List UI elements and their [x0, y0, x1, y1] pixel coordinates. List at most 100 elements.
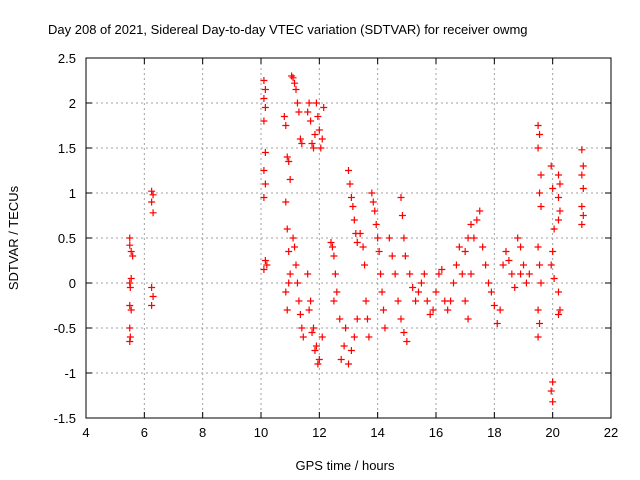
data-point-marker [458, 270, 466, 278]
data-point-marker [397, 315, 405, 323]
data-point-marker [556, 306, 564, 314]
x-tick-label: 8 [199, 425, 206, 440]
data-point-marker [461, 248, 469, 255]
data-point-marker [261, 86, 269, 93]
data-point-marker [555, 194, 562, 201]
data-point-marker [304, 270, 312, 278]
data-point-marker [537, 279, 545, 287]
data-point-marker [473, 216, 481, 224]
data-point-marker [305, 306, 313, 314]
data-point-marker [296, 311, 304, 318]
data-point-marker [261, 180, 269, 188]
data-point-marker [400, 234, 408, 242]
data-point-marker [353, 239, 361, 246]
data-point-marker [467, 221, 475, 228]
data-point-marker [280, 113, 288, 120]
data-point-marker [347, 194, 355, 201]
data-point-marker [476, 207, 484, 215]
data-point-marker [409, 284, 417, 291]
data-point-marker [534, 243, 542, 251]
data-point-marker [406, 270, 414, 278]
data-point-marker [361, 261, 369, 269]
data-point-marker [549, 248, 557, 255]
data-point-marker [330, 297, 338, 305]
data-point-marker [299, 333, 307, 341]
data-point-marker [305, 99, 313, 107]
data-point-marker [340, 342, 348, 350]
x-tick-label: 4 [82, 425, 89, 440]
data-point-marker [470, 234, 478, 242]
data-point-marker [534, 306, 542, 314]
data-point-marker [579, 185, 587, 192]
data-point-marker [315, 126, 323, 134]
data-point-marker [260, 95, 268, 102]
data-point-marker [283, 153, 291, 161]
data-point-marker [578, 203, 586, 210]
data-point-marker [511, 284, 519, 291]
data-point-marker [260, 77, 268, 84]
data-point-marker [556, 180, 564, 188]
data-point-marker [534, 122, 542, 129]
data-point-marker [320, 104, 328, 111]
data-point-marker [295, 108, 303, 116]
data-point-marker [549, 185, 557, 192]
data-point-marker [412, 297, 420, 305]
data-point-marker [381, 324, 389, 332]
x-axis-label: GPS time / hours [296, 458, 395, 473]
data-point-marker [291, 243, 299, 251]
data-point-marker [525, 270, 533, 278]
data-point-marker [353, 315, 361, 323]
data-point-marker [260, 117, 268, 125]
data-point-marker [283, 306, 291, 314]
data-point-marker [314, 360, 322, 368]
data-point-marker [261, 104, 269, 111]
data-point-marker [356, 230, 364, 237]
data-point-marker [547, 162, 555, 170]
axes: 4 6 8 10 12 14 16 18 20 22 -1.5 -1 -0.5 0 0.5 1 1.5 2 2.5 [54, 51, 619, 440]
data-point-marker [536, 261, 544, 269]
data-point-marker [296, 135, 304, 143]
data-point-marker [350, 333, 358, 341]
x-tick-label: 6 [141, 425, 148, 440]
data-point-marker [482, 261, 490, 269]
data-point-marker [285, 158, 293, 165]
data-point-marker [502, 248, 510, 255]
data-point-marker [400, 329, 408, 336]
data-point-marker [345, 360, 352, 368]
data-point-marker [536, 189, 544, 197]
data-point-marker [447, 297, 455, 305]
data-point-marker [496, 306, 504, 314]
data-point-marker [291, 79, 299, 87]
data-point-marker [372, 221, 380, 228]
data-point-marker [388, 252, 396, 260]
data-point-marker [330, 252, 338, 260]
data-point-marker [149, 209, 157, 217]
data-point-marker [286, 270, 294, 278]
data-point-marker [536, 320, 544, 327]
data-point-marker [429, 306, 437, 314]
data-point-marker [534, 333, 542, 341]
data-point-marker [555, 216, 562, 224]
data-point-marker [555, 288, 562, 296]
data-point-marker [337, 356, 345, 363]
data-point-marker [336, 315, 344, 323]
data-point-marker [304, 108, 312, 116]
data-point-marker [342, 324, 350, 332]
data-point-marker [261, 257, 269, 264]
data-point-marker [126, 324, 134, 332]
data-point-marker [317, 144, 325, 152]
data-point-marker [487, 288, 495, 296]
data-point-marker [375, 248, 383, 255]
data-point-marker [310, 324, 317, 332]
data-point-marker [328, 243, 336, 251]
data-point-marker [374, 234, 382, 242]
data-point-marker [362, 297, 370, 305]
data-point-marker [547, 387, 555, 395]
data-point-marker [148, 284, 156, 291]
data-point-marker [295, 297, 303, 305]
data-point-marker [289, 234, 297, 242]
data-point-marker [286, 176, 294, 183]
data-point-marker [417, 279, 425, 287]
data-point-marker [298, 324, 306, 332]
data-point-marker [423, 297, 431, 305]
